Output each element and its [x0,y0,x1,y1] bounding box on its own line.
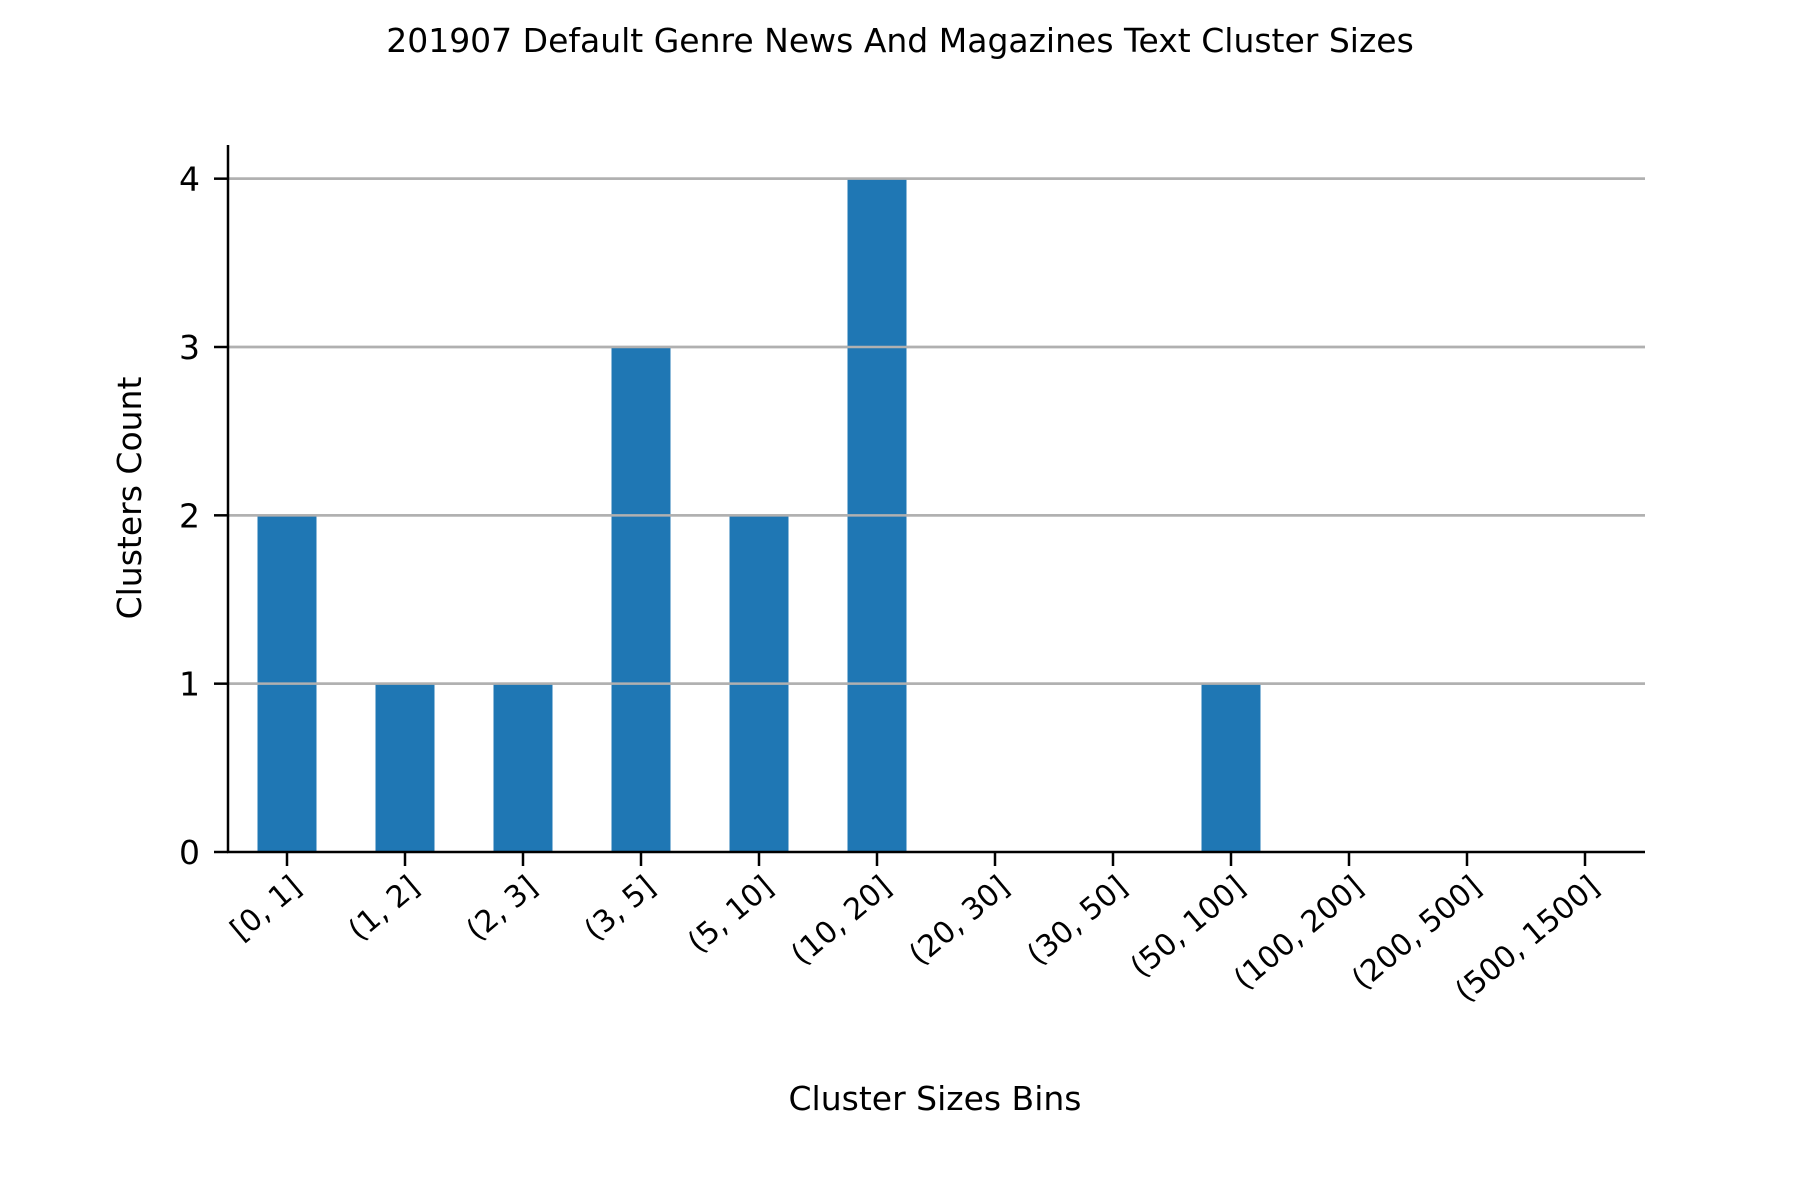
x-tick-label: (30, 50] [1021,869,1135,972]
x-tick-label: (2, 3] [460,869,544,948]
x-tick-label: (100, 200] [1227,869,1370,997]
bar [493,683,553,852]
x-tick-label: (5, 10] [681,869,780,960]
bar [611,347,671,852]
y-tick-label: 1 [179,665,200,704]
x-tick-label: (10, 20] [785,869,899,972]
y-tick-label: 2 [179,496,200,535]
x-tick-layer: [0, 1] (1, 2] (2, 3] (3, 5] (5, 10] (10, 20](… [224,852,1606,1009]
grid-layer [228,177,1645,685]
bar [375,683,435,852]
y-tick-label: 3 [179,328,200,367]
x-tick-label: (20, 30] [903,869,1017,972]
y-tick-layer: 0 1 2 3 4 [179,160,228,872]
bar-layer [228,177,1645,852]
chart-title: 201907 Default Genre News And Magazines … [386,21,1414,60]
x-axis-label: Cluster Sizes Bins [789,1079,1082,1118]
y-axis-label: Clusters Count [110,377,149,620]
y-tick-label: 0 [179,833,200,872]
x-tick-label: [0, 1] [224,869,308,948]
bar [1201,683,1261,852]
axis-layer [226,145,1645,854]
x-tick-label: (1, 2] [342,869,426,948]
y-tick-label: 4 [179,160,200,199]
x-tick-label: (3, 5] [578,869,662,948]
